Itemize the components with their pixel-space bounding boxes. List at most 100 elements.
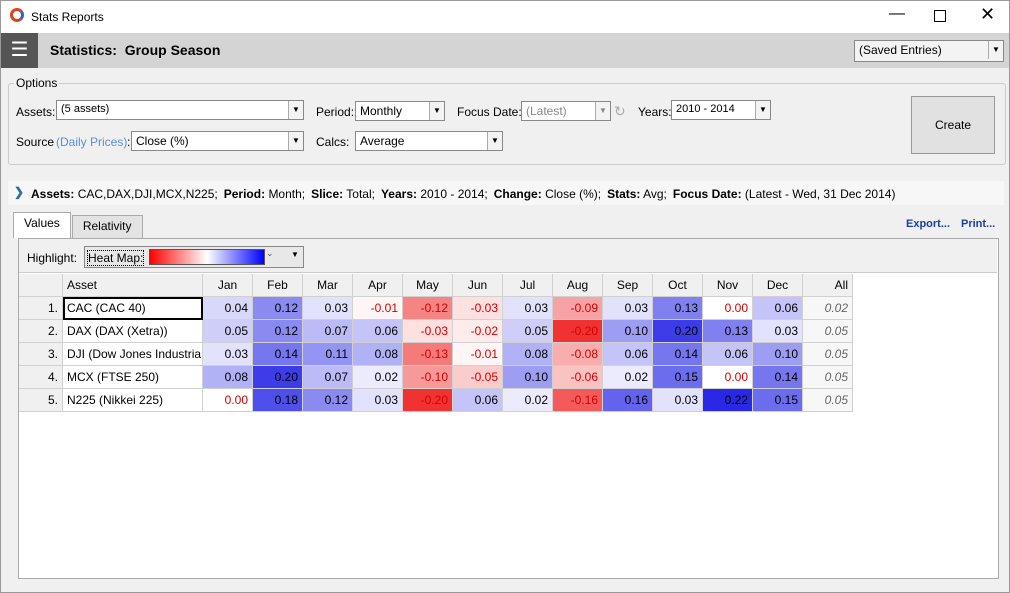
heatmap-arrow[interactable]: ▼ [291,250,299,259]
tab[interactable]: Values [13,212,71,238]
period-combo[interactable]: Monthly ▼ [355,101,445,121]
summary-value: CAC,DAX,DJI,MCX,N225; [77,187,218,201]
source-label: Source [16,135,55,149]
all-cell: 0.05 [803,320,853,343]
value-cell: 0.12 [253,320,303,343]
summary-chevron[interactable]: ❯ [14,185,25,199]
value-cell: 0.00 [703,366,753,389]
row-index: 1. [19,297,63,320]
value-cell: 0.06 [353,320,403,343]
value-cell: -0.20 [403,389,453,412]
value-cell: -0.16 [553,389,603,412]
value-cell: 0.04 [203,297,253,320]
value-cell: 0.13 [703,320,753,343]
column-header: Dec [753,274,803,297]
years-value: 2010 - 2014 [676,103,735,115]
print-link[interactable]: Print... [961,218,996,230]
window-title: Stats Reports [31,10,104,24]
assets-combo[interactable]: (5 assets) ▼ [56,100,304,120]
value-cell: 0.12 [303,389,353,412]
summary-key: Slice: [311,187,344,201]
saved-entries[interactable]: (Saved Entries) ▼ [854,40,1004,62]
summary-value: Avg; [643,187,667,201]
value-cell: 0.20 [653,320,703,343]
value-cell: -0.09 [553,297,603,320]
summary-value: Close (%); [545,187,602,201]
all-cell: 0.05 [803,366,853,389]
value-cell: 0.07 [303,320,353,343]
minimize[interactable]: — [889,5,905,22]
focus-value: (Latest) [526,104,567,118]
column-header: Aug [553,274,603,297]
summary-line: Assets: CAC,DAX,DJI,MCX,N225; Period: Mon… [31,187,901,201]
value-cell: -0.08 [553,343,603,366]
summary-value: Month; [268,187,306,201]
value-cell: 0.05 [503,320,553,343]
options-group [8,83,1006,165]
summary-key: Focus Date: [672,187,742,201]
row-index: 4. [19,366,63,389]
value-cell: 0.14 [753,366,803,389]
close[interactable]: ✕ [980,4,996,24]
header-bar [1,33,1009,68]
value-cell: -0.10 [403,366,453,389]
value-cell: -0.13 [403,343,453,366]
value-cell: 0.14 [653,343,703,366]
value-cell: -0.20 [553,320,603,343]
value-cell: 0.06 [753,297,803,320]
period-label: Period: [316,105,355,119]
column-header: Asset [63,274,203,297]
value-cell: 0.10 [503,366,553,389]
value-cell: 0.03 [353,389,403,412]
summary-key: Change: [493,187,542,201]
summary-bar [8,181,1004,205]
menu-button[interactable]: ☰ [1,33,38,68]
column-header: Nov [703,274,753,297]
value-cell: -0.05 [453,366,503,389]
options-legend: Options [14,76,60,90]
value-cell: 0.03 [503,297,553,320]
column-header: Jan [203,274,253,297]
summary-value: 2010 - 2014; [420,187,488,201]
heatmap-dropdown[interactable]: ⌄ [266,248,274,258]
heatmap-gradient [149,249,265,265]
years-combo[interactable]: 2010 - 2014 ▼ [671,100,771,120]
focus-combo[interactable]: (Latest) ▼ [521,101,611,121]
value-cell: 0.06 [603,343,653,366]
column-header: Oct [653,274,703,297]
asset-name: N225 (Nikkei 225) [63,389,203,412]
refresh-icon[interactable]: ↻ [614,103,626,119]
maximize[interactable] [934,10,946,22]
calcs-combo[interactable]: Average ▼ [355,131,503,151]
value-cell: 0.14 [253,343,303,366]
export-link[interactable]: Export... [906,218,951,230]
create-button[interactable]: Create [911,96,995,154]
calcs-value: Average [360,134,405,148]
source-link[interactable]: (Daily Prices) [56,135,128,149]
saved-text: (Saved Entries) [859,43,942,57]
asset-name: DJI (Dow Jones Industria [63,343,203,366]
all-cell: 0.05 [803,389,853,412]
summary-key: Assets: [31,187,75,201]
summary-value: (Latest - Wed, 31 Dec 2014) [744,187,896,201]
column-header: Apr [353,274,403,297]
value-cell: 0.08 [353,343,403,366]
header-cell [19,274,63,297]
value-cell: 0.10 [603,320,653,343]
column-header: Jul [503,274,553,297]
summary-value: Total; [346,187,375,201]
value-cell: 0.08 [503,343,553,366]
value-cell: 0.03 [203,343,253,366]
source-combo[interactable]: Close (%) ▼ [131,131,304,151]
value-cell: 0.13 [653,297,703,320]
value-cell: 0.03 [753,320,803,343]
column-header: Feb [253,274,303,297]
value-cell: 0.22 [703,389,753,412]
column-header: May [403,274,453,297]
tab[interactable]: Relativity [71,215,143,238]
value-cell: 0.16 [603,389,653,412]
value-cell: -0.12 [403,297,453,320]
source-colon: : [127,135,131,149]
value-cell: -0.01 [353,297,403,320]
value-cell: -0.03 [403,320,453,343]
